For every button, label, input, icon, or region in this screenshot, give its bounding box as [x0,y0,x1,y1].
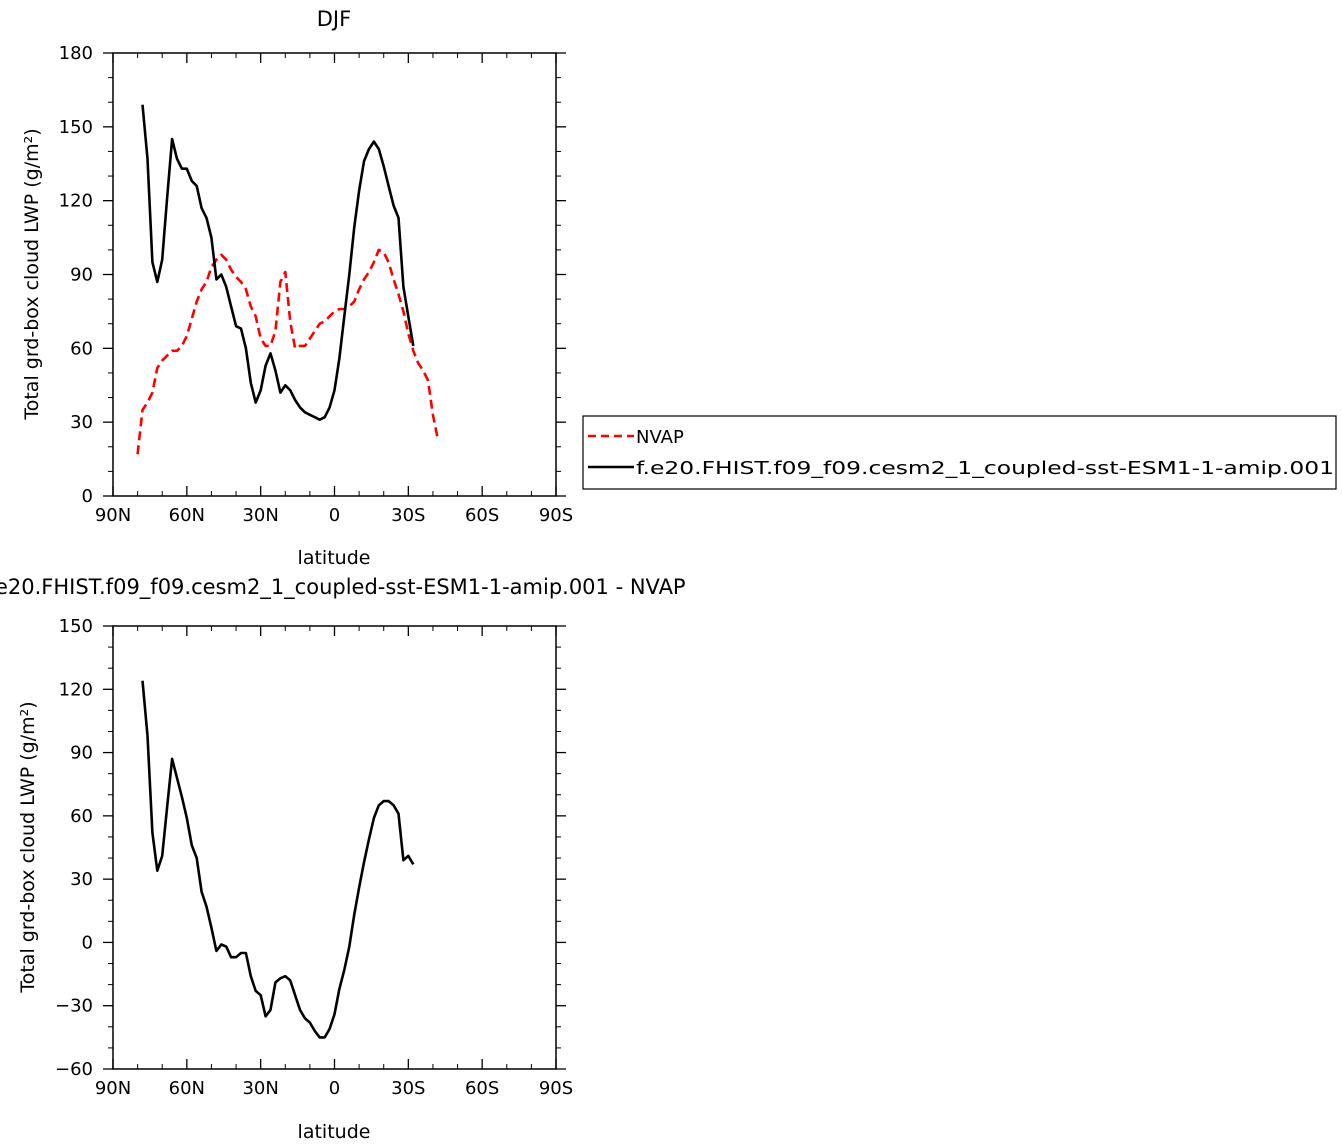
x-tick-label: 90S [539,1078,573,1099]
bottom-chart-marks [141,680,415,1039]
y-tick-label: 90 [70,265,93,286]
bottom-chart-x-axis-label: latitude [298,1121,371,1143]
x-tick-label: 60N [169,505,205,526]
bottom-chart-y-axis-label: Total grd-box cloud LWP (g/m²) [17,701,39,993]
x-tick-label: 0 [329,505,340,526]
bottom-chart-plot-frame [112,625,557,1070]
y-tick-label: −30 [55,996,93,1017]
y-tick-label: 120 [59,191,93,212]
y-tick-label: 30 [70,412,93,433]
x-tick-label: 90N [95,505,131,526]
y-tick-label: 0 [82,486,93,507]
y-tick-label: 30 [70,869,93,890]
y-tick-label: 90 [70,743,93,764]
top-chart-panel: DJF 90N 60N 30N 0 30S 60S 90S0306090120150180 … [21,7,573,569]
x-tick-label: 90S [539,505,573,526]
model-series-line [141,104,415,421]
x-tick-label: 90N [95,1078,131,1099]
top-chart-title: DJF [317,7,351,31]
x-tick-label: 0 [329,1078,340,1099]
y-tick-label: 150 [59,616,93,637]
x-tick-label: 60S [465,505,499,526]
x-tick-label: 30S [391,505,425,526]
x-tick-label: 60S [465,1078,499,1099]
y-tick-label: 60 [70,806,93,827]
bottom-chart-title: f.e20.FHIST.f09_f09.cesm2_1_coupled-sst-… [0,575,686,600]
legend-label-nvap: NVAP [636,427,684,448]
top-chart-plot-frame [112,52,557,497]
y-tick-label: 120 [59,679,93,700]
top-chart-ticks: 90N 60N 30N 0 30S 60S 90S 0 30 60 90 120 150 180 [59,43,574,526]
x-tick-label: 60N [169,1078,205,1099]
y-tick-label: 150 [59,117,93,138]
x-tick-label: 30S [391,1078,425,1099]
model-series-line [141,680,415,1039]
y-tick-label: 60 [70,338,93,359]
x-tick-label: 30N [242,505,278,526]
y-tick-label: −60 [55,1059,93,1080]
legend: NVAP f.e20.FHIST.f09_f09.cesm2_1_coupled… [582,415,1337,490]
y-tick-label: 0 [82,932,93,953]
top-chart-y-axis-label: Total grd-box cloud LWP (g/m²) [21,128,43,420]
bottom-chart-panel: f.e20.FHIST.f09_f09.cesm2_1_coupled-sst-… [0,575,686,1143]
nvap-series-line [136,248,440,455]
legend-label-cesm: f.e20.FHIST.f09_f09.cesm2_1_coupled-sst-… [636,458,1334,479]
bottom-chart-ticks: 90N 60N 30N 0 30S 60S 90S −60 −30 0 30 60 90 120 150 [55,616,573,1099]
y-tick-label: 180 [59,43,93,64]
top-chart-marks [136,104,440,455]
x-tick-label: 30N [242,1078,278,1099]
top-chart-x-axis-label: latitude [298,547,371,569]
legend-box [582,415,1337,490]
